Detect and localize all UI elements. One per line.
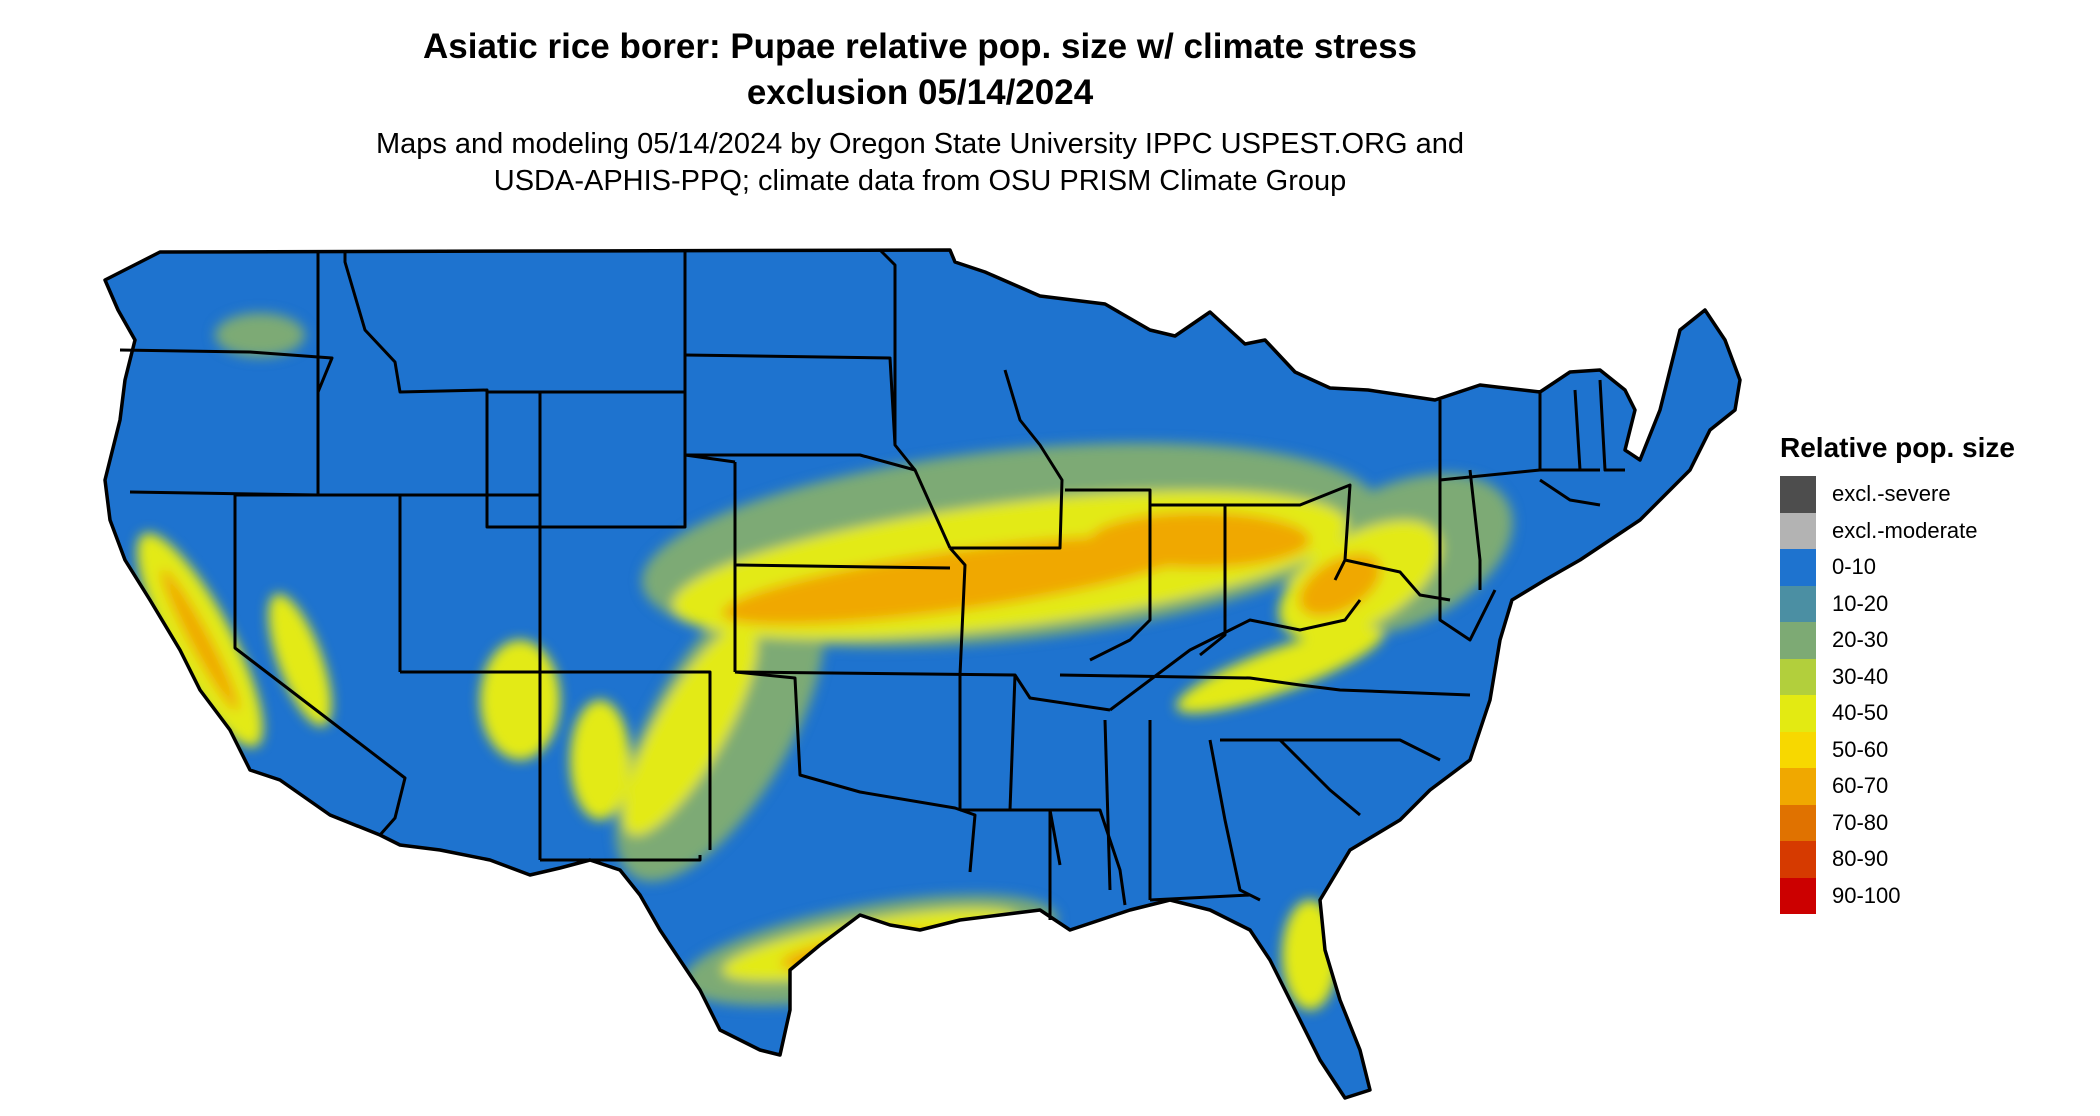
legend-label: 80-90 — [1832, 846, 1889, 872]
legend-title: Relative pop. size — [1780, 432, 2015, 463]
national-outline — [103, 248, 1742, 1100]
legend-label: 20-30 — [1832, 627, 1889, 653]
legend-label: 10-20 — [1832, 590, 1889, 616]
legend-swatch — [1780, 549, 1816, 586]
legend-swatch — [1780, 731, 1816, 768]
legend-item: 60-70 — [1780, 768, 2015, 805]
legend-item: excl.-moderate — [1780, 512, 2015, 549]
legend-label: 60-70 — [1832, 773, 1889, 799]
legend-label: excl.-severe — [1832, 481, 1951, 507]
subtitle-line1: Maps and modeling 05/14/2024 by Oregon S… — [375, 128, 1465, 160]
legend-swatch — [1780, 841, 1816, 878]
legend-swatch — [1780, 877, 1816, 914]
heat-zone — [1090, 512, 1310, 568]
legend-item: 70-80 — [1780, 804, 2015, 841]
heat-zone — [570, 700, 630, 820]
map-title-line2: exclusion 05/14/2024 — [746, 73, 1094, 112]
heat-zone — [1176, 627, 1384, 713]
legend-item: 20-30 — [1780, 622, 2015, 659]
heat-zone — [1282, 900, 1338, 1010]
us-map — [103, 248, 1742, 1100]
heat-zone — [268, 593, 332, 727]
legend-item: 30-40 — [1780, 658, 2015, 695]
legend-item: 50-60 — [1780, 731, 2015, 768]
map-title-line1: Asiatic rice borer: Pupae relative pop. … — [422, 27, 1418, 66]
legend-swatch — [1780, 768, 1816, 805]
legend-item: 90-100 — [1780, 877, 2015, 914]
legend-swatch — [1780, 512, 1816, 549]
legend-label: 70-80 — [1832, 809, 1889, 835]
heat-zone — [161, 569, 239, 711]
state-borders — [119, 248, 1625, 920]
heat-zone — [722, 535, 1198, 625]
heat-zone — [215, 313, 305, 357]
map-base-fill — [105, 250, 1740, 1098]
legend-label: 30-40 — [1832, 663, 1889, 689]
heat-zone — [622, 624, 758, 836]
legend-swatch — [1780, 695, 1816, 732]
legend-label: 50-60 — [1832, 736, 1889, 762]
legend-label: 90-100 — [1832, 882, 1901, 908]
legend-swatch — [1780, 585, 1816, 622]
legend-swatch — [1780, 622, 1816, 659]
legend-swatch — [1780, 804, 1816, 841]
legend-swatch — [1780, 658, 1816, 695]
legend-item: excl.-severe — [1780, 476, 2015, 513]
subtitle-line2: USDA-APHIS-PPQ; climate data from OSU PR… — [493, 165, 1347, 197]
legend-items: excl.-severe excl.-moderate 0-10 10-20 20-30… — [1780, 476, 2015, 914]
legend-label: excl.-moderate — [1832, 517, 1978, 543]
legend-label: 0-10 — [1832, 554, 1877, 580]
legend: Relative pop. size excl.-severe excl.-mod… — [1780, 432, 2015, 914]
heat-zone — [480, 640, 560, 760]
legend-item: 40-50 — [1780, 695, 2015, 732]
legend-item: 10-20 — [1780, 585, 2015, 622]
legend-item: 0-10 — [1780, 549, 2015, 586]
legend-swatch — [1780, 476, 1816, 513]
legend-item: 80-90 — [1780, 841, 2015, 878]
legend-label: 40-50 — [1832, 700, 1889, 726]
